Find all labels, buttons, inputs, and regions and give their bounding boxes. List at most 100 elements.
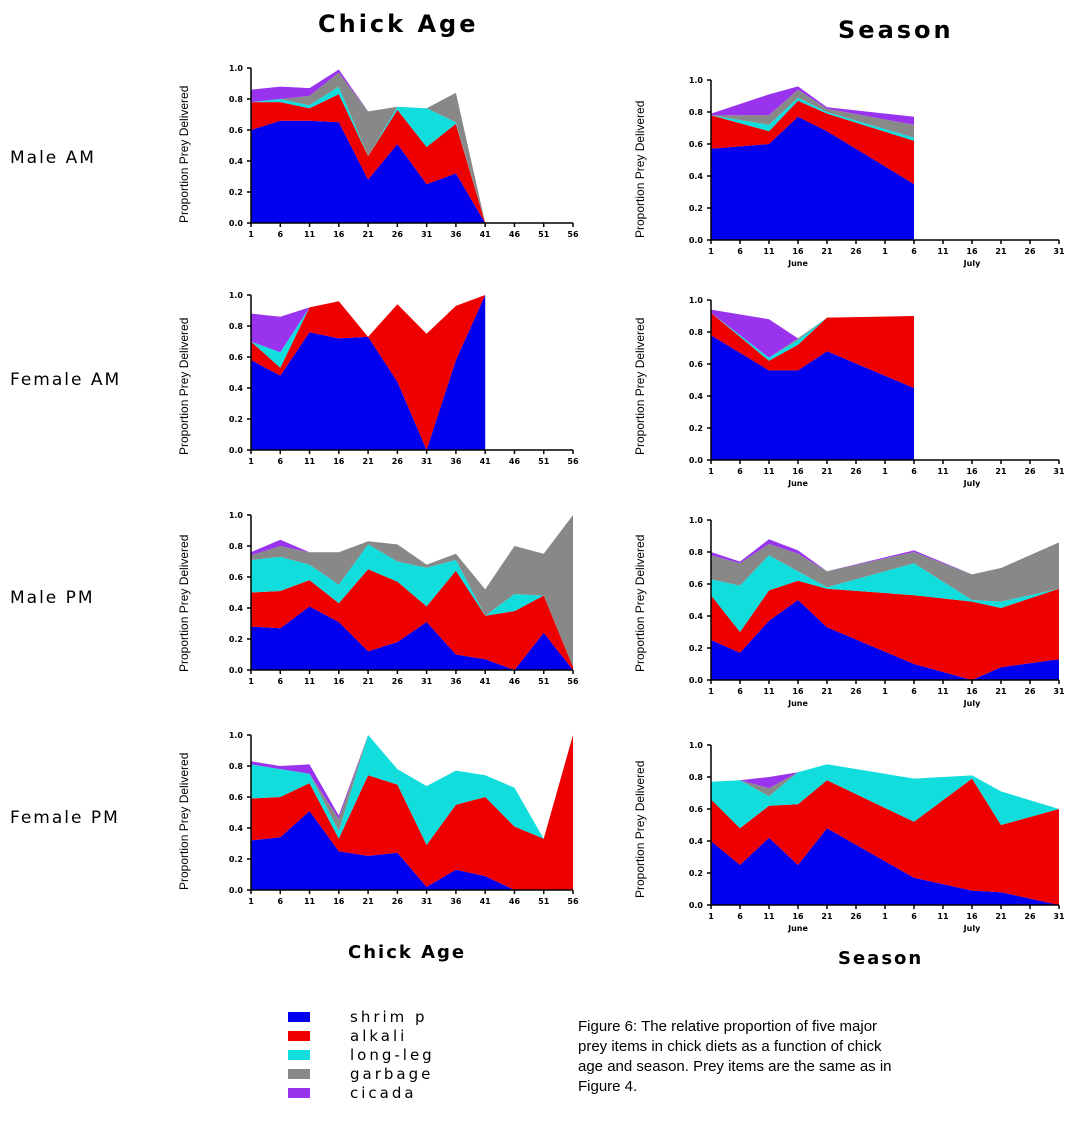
y-tick-label: 1.0 — [689, 76, 704, 85]
y-tick-label: 0.4 — [689, 392, 704, 401]
x-tick-label: 46 — [509, 457, 521, 466]
x-tick-label: 31 — [421, 897, 433, 906]
x-tick-label: 26 — [392, 677, 404, 686]
area-garbage — [251, 72, 486, 223]
x-tick-label: 1 — [708, 912, 714, 921]
legend-item-shrimp: shrim p — [288, 1007, 435, 1026]
y-tick-label: 0.6 — [689, 140, 704, 149]
x-tick-label: 51 — [538, 677, 550, 686]
area-long-leg — [251, 295, 486, 368]
y-tick-label: 0.6 — [229, 793, 244, 802]
area-cicada — [711, 309, 914, 358]
legend-swatch-alkali — [288, 1030, 310, 1041]
x-tick-label: 16 — [792, 467, 804, 476]
month-label: June — [787, 479, 808, 488]
x-tick-label: 16 — [966, 687, 978, 696]
legend-item-long-leg: long-leg — [288, 1045, 435, 1064]
legend-label-garbage: garbage — [350, 1064, 434, 1083]
y-tick-label: 0.0 — [229, 446, 244, 455]
x-tick-label: 21 — [821, 687, 833, 696]
area-long-leg — [251, 86, 486, 223]
area-garbage — [251, 735, 573, 839]
x-tick-label: 26 — [392, 230, 404, 239]
x-tick-label: 31 — [421, 677, 433, 686]
x-tick-label: 21 — [363, 230, 375, 239]
x-tick-label: 1 — [882, 912, 888, 921]
legend: shrim p alkali long-leg garbage cicada — [288, 1007, 435, 1102]
y-tick-label: 1.0 — [229, 64, 244, 73]
y-tick-label: 0.4 — [689, 172, 704, 181]
y-tick-label: 0.2 — [229, 855, 243, 864]
x-tick-label: 21 — [995, 467, 1007, 476]
y-tick-label: 0.8 — [229, 322, 244, 331]
x-tick-label: 21 — [995, 912, 1007, 921]
y-tick-label: 0.4 — [229, 384, 244, 393]
x-tick-label: 6 — [737, 247, 743, 256]
row-label-male-am: Male AM — [10, 148, 96, 168]
area-alkali — [711, 580, 1059, 680]
area-garbage — [711, 542, 1059, 602]
x-tick-label: 31 — [1053, 912, 1065, 921]
legend-label-cicada: cicada — [350, 1083, 417, 1102]
x-tick-label: 6 — [911, 912, 917, 921]
y-tick-label: 0.4 — [229, 824, 244, 833]
area-long-leg — [711, 97, 914, 141]
x-tick-label: 16 — [333, 677, 345, 686]
y-tick-label: 1.0 — [229, 731, 244, 740]
row-label-female-pm: Female PM — [10, 808, 120, 828]
x-tick-label: 41 — [480, 897, 492, 906]
month-label: July — [963, 699, 981, 708]
x-tick-label: 56 — [567, 897, 579, 906]
y-tick-label: 0.2 — [689, 869, 703, 878]
x-tick-label: 6 — [277, 677, 283, 686]
x-tick-label: 16 — [333, 457, 345, 466]
x-tick-label: 31 — [421, 230, 433, 239]
x-tick-label: 26 — [1024, 687, 1036, 696]
x-tick-label: 26 — [1024, 467, 1036, 476]
x-tick-label: 16 — [966, 467, 978, 476]
x-tick-label: 26 — [1024, 912, 1036, 921]
x-tick-label: 26 — [1024, 247, 1036, 256]
area-shrimp — [251, 295, 486, 450]
x-tick-label: 1 — [708, 467, 714, 476]
chick-age-title-top: Chick Age — [318, 10, 479, 38]
x-tick-label: 26 — [850, 467, 862, 476]
ylabel-right-row2: Proportion Prey Delivered — [633, 317, 647, 455]
x-tick-label: 46 — [509, 230, 521, 239]
y-tick-label: 0.8 — [229, 542, 244, 551]
area-alkali — [251, 295, 486, 450]
y-tick-label: 0.6 — [229, 126, 244, 135]
x-tick-label: 21 — [363, 677, 375, 686]
x-tick-label: 36 — [450, 457, 462, 466]
ylabel-left-row1: Proportion Prey Delivered — [177, 85, 191, 223]
y-tick-label: 0.2 — [229, 188, 243, 197]
y-tick-label: 0.0 — [229, 219, 244, 228]
legend-item-garbage: garbage — [288, 1064, 435, 1083]
season-title-top: Season — [838, 16, 954, 44]
area-long-leg — [711, 764, 1059, 829]
row-label-female-am: Female AM — [10, 370, 122, 390]
chart-male-am-season: 0.00.20.40.60.81.01 6 11 16 21 26 1 6 11 16 21 26 31… — [689, 76, 1065, 268]
x-tick-label: 11 — [937, 247, 949, 256]
y-tick-label: 0.8 — [689, 108, 704, 117]
x-tick-label: 26 — [392, 457, 404, 466]
x-tick-label: 6 — [277, 897, 283, 906]
x-tick-label: 21 — [363, 897, 375, 906]
legend-swatch-cicada — [288, 1087, 310, 1098]
chart-male-pm-chick-age: 0.00.20.40.60.81.01 6 11 16 21 26 31 36 41 46 51 56 — [229, 511, 579, 686]
y-tick-label: 0.8 — [689, 328, 704, 337]
x-tick-label: 41 — [480, 677, 492, 686]
x-tick-label: 11 — [304, 230, 316, 239]
y-tick-label: 1.0 — [689, 741, 704, 750]
y-tick-label: 0.6 — [689, 580, 704, 589]
y-tick-label: 0.8 — [229, 95, 244, 104]
y-tick-label: 0.8 — [689, 773, 704, 782]
x-tick-label: 51 — [538, 457, 550, 466]
y-tick-label: 1.0 — [229, 511, 244, 520]
y-tick-label: 1.0 — [229, 291, 244, 300]
area-alkali — [251, 94, 486, 223]
x-tick-label: 51 — [538, 897, 550, 906]
x-tick-label: 11 — [937, 687, 949, 696]
ylabel-left-row4: Proportion Prey Delivered — [177, 752, 191, 890]
x-tick-label: 6 — [737, 687, 743, 696]
